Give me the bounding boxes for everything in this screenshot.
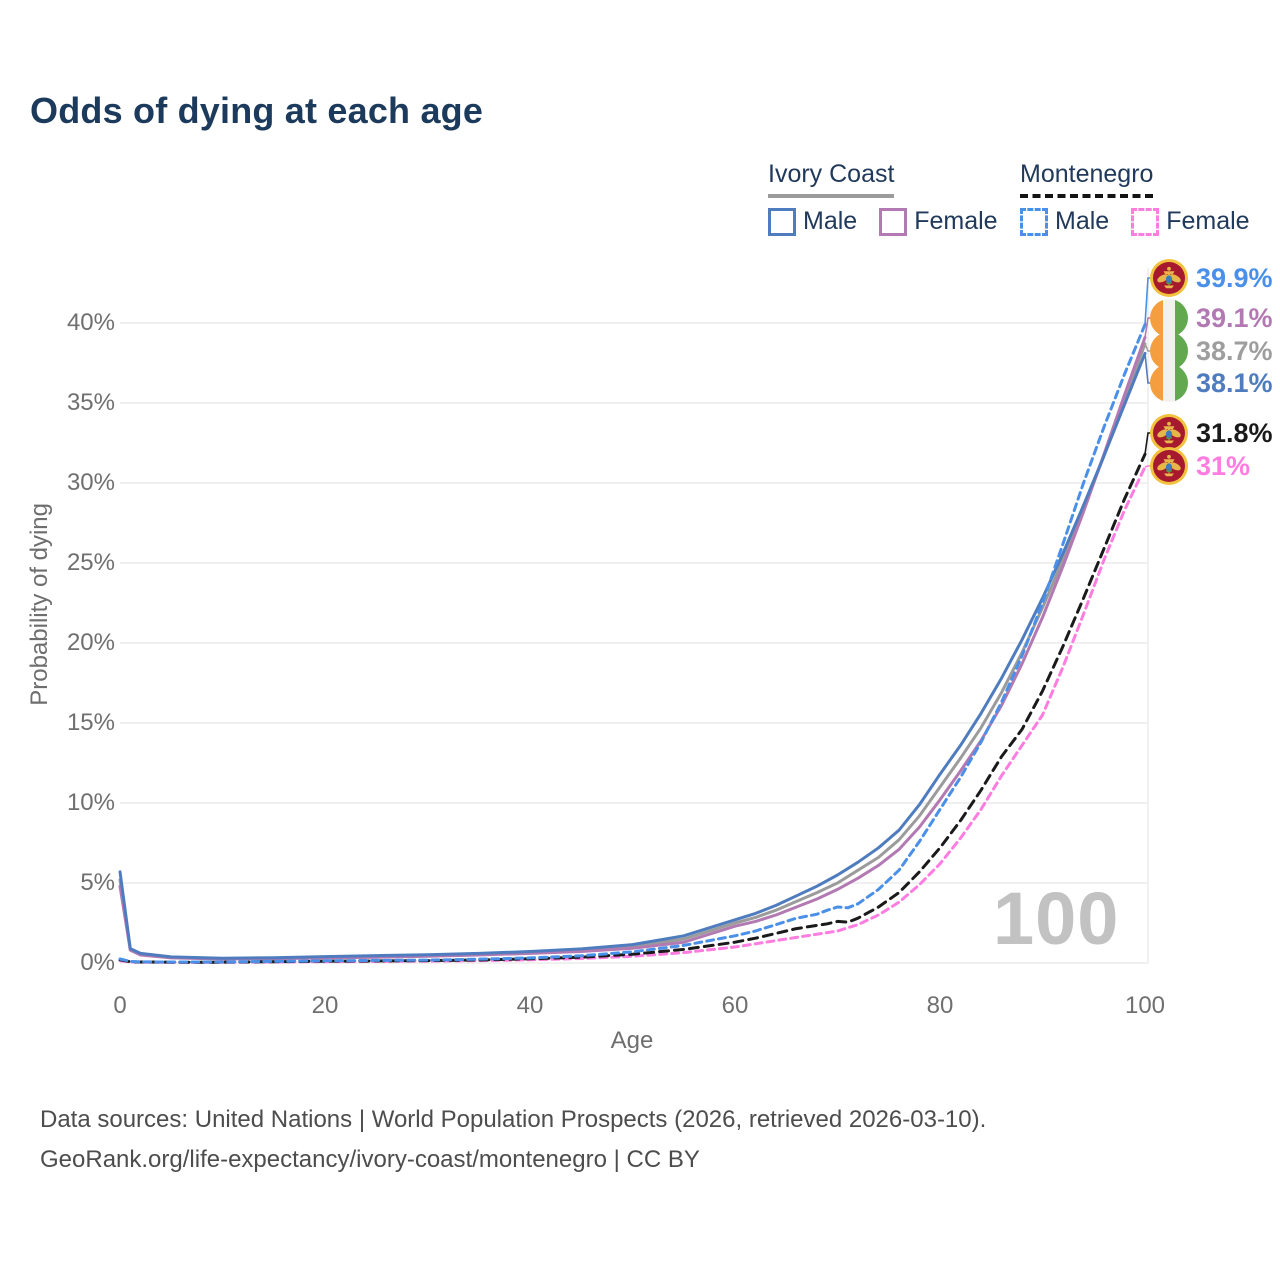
end-value-text: 31% [1196,450,1251,481]
series-line-ic-male[interactable] [118,351,1147,960]
end-value-text: 38.1% [1196,367,1273,398]
x-tick-label: 60 [721,992,749,1019]
legend-country-montenegro: Montenegro [1020,160,1154,198]
attribution-text: GeoRank.org/life-expectancy/ivory-coast/… [40,1146,700,1173]
series-line-mn-female[interactable] [118,465,1147,964]
end-label-row: 39.9% [1150,258,1273,298]
end-label-row: 39.1% [1150,298,1273,338]
y-tick-label: 40% [66,309,115,336]
y-tick-label: 5% [80,869,115,896]
legend-item-label: Male [803,207,858,235]
montenegro-flag-icon [1150,447,1188,485]
ivory-coast-flag-icon [1150,364,1188,402]
end-label-row: 31% [1150,446,1250,486]
end-value-text: 39.1% [1196,302,1273,333]
legend-item-montenegro-female[interactable]: Female [1131,207,1250,236]
x-tick-label: 40 [516,992,544,1019]
montenegro-male-swatch-icon [1020,207,1048,236]
y-tick-label: 15% [66,709,115,736]
montenegro-flag-icon [1150,414,1188,452]
end-value-text: 39.9% [1196,262,1273,293]
series-line-ic-female[interactable] [118,335,1147,961]
ivory-coast-flag-icon [1150,332,1188,370]
y-tick-label: 0% [80,949,115,976]
legend-item-label: Male [1055,207,1110,235]
end-label-row: 31.8% [1150,413,1273,453]
x-tick-label: 100 [1124,992,1166,1019]
end-label-row: 38.7% [1150,331,1273,371]
legend-item-ivory-coast-male[interactable]: Male [768,207,857,236]
legend-item-ivory-coast-female[interactable]: Female [879,207,998,236]
series-line-ic-both[interactable] [118,342,1147,960]
legend-country-ivory-coast: Ivory Coast [768,160,895,198]
y-axis-title: Probability of dying [26,503,53,706]
y-tick-label: 20% [66,629,115,656]
age-watermark: 100 [993,877,1120,960]
end-label-row: 38.1% [1150,363,1273,403]
legend-item-label: Female [1166,207,1250,235]
montenegro-female-swatch-icon [1131,207,1160,236]
data-sources-text: Data sources: United Nations | World Pop… [40,1106,987,1133]
montenegro-flag-icon [1150,259,1188,297]
x-tick-label: 0 [113,992,127,1019]
legend-group-ivory-coast: Ivory Coast Male Female [768,160,1012,236]
legend-item-label: Female [914,207,998,235]
ivory-coast-male-swatch-icon [768,207,796,236]
y-tick-label: 30% [66,469,115,496]
page-title: Odds of dying at each age [30,90,484,131]
series-line-mn-male[interactable] [118,323,1147,964]
end-value-text: 38.7% [1196,335,1273,366]
y-tick-label: 25% [66,549,115,576]
x-axis-title: Age [610,1027,654,1054]
end-value-text: 31.8% [1196,417,1273,448]
ivory-coast-flag-icon [1150,299,1188,337]
y-tick-label: 35% [66,389,115,416]
ivory-coast-female-swatch-icon [879,207,908,236]
x-tick-label: 20 [311,992,339,1019]
legend-item-montenegro-male[interactable]: Male [1020,207,1109,236]
legend-group-montenegro: Montenegro Male Female [1020,160,1264,236]
x-tick-label: 80 [926,992,954,1019]
y-tick-label: 10% [66,789,115,816]
